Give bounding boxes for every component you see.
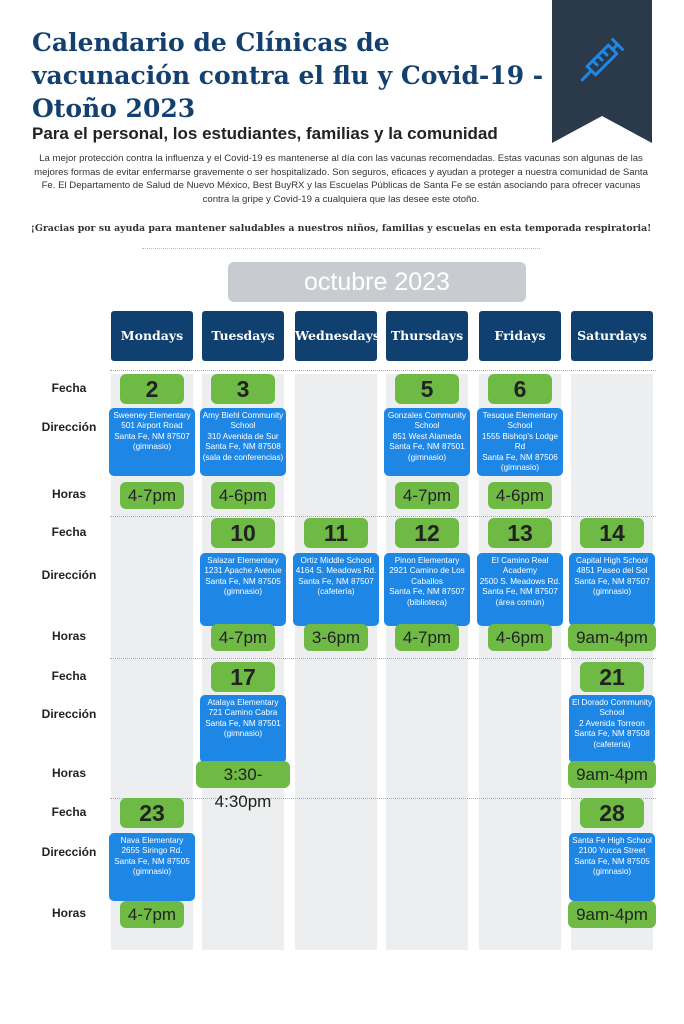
- clinic-address: Santa Fe High School 2100 Yucca Street S…: [569, 833, 655, 901]
- row-label-date: Fecha: [51, 381, 87, 395]
- hours-badge: 9am-4pm: [568, 761, 656, 788]
- row-divider: [110, 516, 656, 517]
- row-label-hours: Horas: [51, 487, 86, 501]
- row-label-date: Fecha: [51, 525, 87, 539]
- date-badge: 12: [395, 518, 459, 548]
- row-label-date: Fecha: [51, 669, 87, 683]
- clinic-address: Sweeney Elementary 501 Airport Road Sant…: [109, 408, 195, 476]
- thanks-text: ¡Gracias por su ayuda para mantener salu…: [30, 223, 652, 234]
- clinic-address: Tesuque Elementary School 1555 Bishop's …: [477, 408, 563, 476]
- clinic-address: Salazar Elementary 1231 Apache Avenue Sa…: [200, 553, 286, 626]
- clinic-address: El Dorado Community School 2 Avenida Tor…: [569, 695, 655, 763]
- hours-badge: 4-7pm: [120, 482, 184, 509]
- day-header-saturdays: Saturdays: [571, 311, 653, 361]
- hours-badge: 4-7pm: [211, 624, 275, 651]
- row-divider: [110, 658, 656, 659]
- clinic-address: Capital High School 4851 Paseo del Sol S…: [569, 553, 655, 626]
- day-header-mondays: Mondays: [111, 311, 193, 361]
- row-label-address: Dirección: [41, 567, 97, 582]
- syringe-icon: [580, 37, 625, 82]
- intro-text: La mejor protección contra la influenza …: [34, 153, 648, 205]
- day-header-tuesdays: Tuesdays: [202, 311, 284, 361]
- day-header-thursdays: Thursdays: [386, 311, 468, 361]
- month-header: octubre 2023: [228, 262, 526, 302]
- row-label-hours: Horas: [51, 906, 86, 920]
- row-divider: [110, 798, 656, 799]
- hours-badge: 4-7pm: [395, 482, 459, 509]
- date-badge: 23: [120, 798, 184, 828]
- date-badge: 2: [120, 374, 184, 404]
- divider: [142, 248, 540, 249]
- date-badge: 17: [211, 662, 275, 692]
- clinic-address: Nava Elementary 2655 Siringo Rd. Santa F…: [109, 833, 195, 901]
- hours-badge: 4-6pm: [488, 482, 552, 509]
- day-header-fridays: Fridays: [479, 311, 561, 361]
- row-label-hours: Horas: [51, 629, 86, 643]
- hours-badge: 9am-4pm: [568, 624, 656, 651]
- date-badge: 21: [580, 662, 644, 692]
- date-badge: 3: [211, 374, 275, 404]
- clinic-address: Atalaya Elementary 721 Camino Cabra Sant…: [200, 695, 286, 763]
- hours-badge: 4-6pm: [488, 624, 552, 651]
- row-label-address: Dirección: [41, 845, 97, 859]
- date-badge: 14: [580, 518, 644, 548]
- row-label-address: Dirección: [41, 420, 97, 434]
- clinic-address: El Camino Real Academy 2500 S. Meadows R…: [477, 553, 563, 626]
- row-divider: [110, 370, 656, 371]
- date-badge: 28: [580, 798, 644, 828]
- hours-badge: 3-6pm: [304, 624, 368, 651]
- date-badge: 5: [395, 374, 459, 404]
- hours-badge: 4-6pm: [211, 482, 275, 509]
- hours-badge: 4-7pm: [120, 901, 184, 928]
- hours-badge: 3:30-4:30pm: [196, 761, 290, 811]
- clinic-address: Pinon Elementary 2921 Camino de Los Caba…: [384, 553, 470, 626]
- banner: [552, 0, 652, 143]
- hours-badge: 4-7pm: [395, 624, 459, 651]
- hours-badge: 9am-4pm: [568, 901, 656, 928]
- clinic-address: Ortiz Middle School 4164 S. Meadows Rd. …: [293, 553, 379, 626]
- page-title: Calendario de Clínicas de vacunación con…: [32, 28, 544, 123]
- clinic-address: Gonzales Community School 851 West Alame…: [384, 408, 470, 476]
- row-label-address: Dirección: [41, 707, 97, 721]
- row-label-date: Fecha: [51, 805, 87, 819]
- day-header-wednesdays: Wednesdays: [295, 311, 380, 361]
- row-label-hours: Horas: [51, 766, 86, 780]
- date-badge: 11: [304, 518, 368, 548]
- date-badge: 6: [488, 374, 552, 404]
- date-badge: 10: [211, 518, 275, 548]
- day-column: [295, 374, 377, 950]
- subtitle: Para el personal, los estudiantes, famil…: [32, 124, 498, 143]
- date-badge: 13: [488, 518, 552, 548]
- clinic-address: Amy Biehl Community School 310 Avenida d…: [200, 408, 286, 476]
